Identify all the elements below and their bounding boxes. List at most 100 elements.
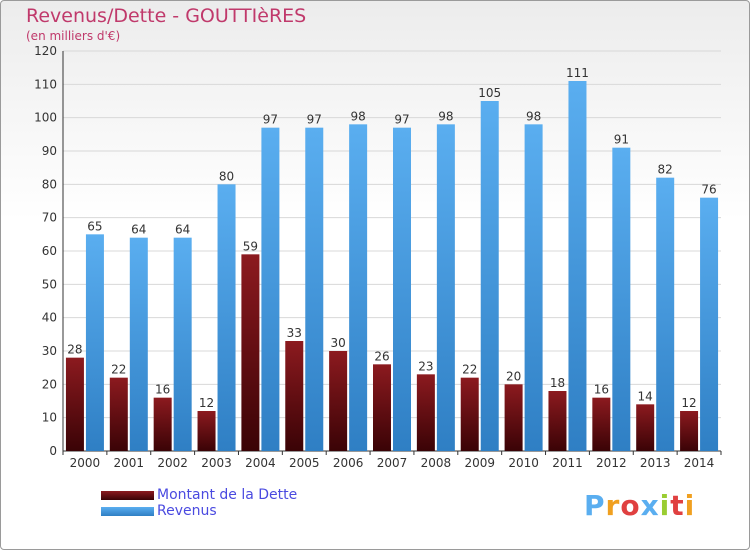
bar-revenus xyxy=(436,124,455,451)
logo-letter: x xyxy=(640,489,660,522)
bar-revenus xyxy=(393,127,411,452)
data-label-dette: 20 xyxy=(506,369,521,383)
data-label-dette: 30 xyxy=(330,336,345,350)
logo-letter: i xyxy=(684,489,696,522)
y-tick-label: 10 xyxy=(42,411,57,425)
bar-dette xyxy=(416,374,435,451)
y-tick-label: 80 xyxy=(42,177,57,191)
bar-revenus xyxy=(612,147,631,451)
data-label-revenus: 105 xyxy=(478,86,501,100)
data-label-dette: 22 xyxy=(462,363,477,377)
x-tick-label: 2000 xyxy=(70,456,101,470)
legend-swatch-dette xyxy=(101,490,154,500)
data-label-revenus: 76 xyxy=(701,183,716,197)
logo-letter: t xyxy=(670,489,685,522)
data-label-revenus: 64 xyxy=(131,223,146,237)
bar-revenus xyxy=(524,124,543,451)
data-label-dette: 14 xyxy=(638,389,653,403)
y-tick-label: 30 xyxy=(42,344,57,358)
y-tick-label: 120 xyxy=(34,44,57,58)
bar-dette xyxy=(504,384,523,451)
data-label-dette: 16 xyxy=(594,383,609,397)
data-label-revenus: 111 xyxy=(566,66,589,80)
bar-dette xyxy=(241,254,260,451)
y-tick-label: 60 xyxy=(42,244,57,258)
bar-dette xyxy=(153,397,172,451)
bar-dette xyxy=(592,397,611,451)
logo-letter: P xyxy=(584,489,606,522)
legend-item-revenus: Revenus xyxy=(101,503,297,519)
bar-dette xyxy=(460,377,479,451)
data-label-dette: 22 xyxy=(111,363,126,377)
bar-revenus xyxy=(129,237,148,451)
bar-dette xyxy=(285,341,304,451)
legend-item-dette: Montant de la Dette xyxy=(101,487,297,503)
data-label-dette: 16 xyxy=(155,383,170,397)
x-tick-label: 2001 xyxy=(114,456,145,470)
x-tick-label: 2004 xyxy=(245,456,276,470)
data-label-revenus: 97 xyxy=(307,113,322,127)
bar-revenus xyxy=(568,81,587,451)
legend-swatch-revenus xyxy=(101,506,154,516)
data-label-dette: 12 xyxy=(681,396,696,410)
bar-dette xyxy=(548,391,567,451)
x-tick-label: 2002 xyxy=(157,456,188,470)
y-tick-label: 20 xyxy=(42,377,57,391)
data-label-revenus: 65 xyxy=(87,219,102,233)
x-tick-label: 2010 xyxy=(508,456,539,470)
x-tick-label: 2005 xyxy=(289,456,320,470)
chart-subtitle: (en milliers d'€) xyxy=(26,29,121,43)
data-label-dette: 23 xyxy=(418,359,433,373)
logo-letter: o xyxy=(620,489,641,522)
bar-revenus xyxy=(305,127,324,452)
y-tick-label: 0 xyxy=(49,444,57,458)
y-tick-label: 100 xyxy=(34,111,57,125)
x-tick-label: 2008 xyxy=(421,456,452,470)
x-tick-label: 2003 xyxy=(201,456,232,470)
data-label-revenus: 80 xyxy=(219,169,234,183)
bar-revenus xyxy=(349,124,368,451)
chart-title: Revenus/Dette - GOUTTIèRES xyxy=(26,5,307,27)
y-tick-label: 110 xyxy=(34,77,57,91)
x-tick-label: 2013 xyxy=(640,456,671,470)
bar-revenus xyxy=(480,101,499,451)
x-tick-label: 2006 xyxy=(333,456,364,470)
data-label-dette: 12 xyxy=(199,396,214,410)
y-tick-label: 40 xyxy=(42,311,57,325)
bar-dette xyxy=(680,411,699,451)
data-label-dette: 59 xyxy=(243,239,258,253)
bar-dette xyxy=(109,377,128,451)
data-label-dette: 28 xyxy=(67,343,82,357)
legend-label-dette: Montant de la Dette xyxy=(157,487,298,503)
data-label-revenus: 98 xyxy=(438,109,453,123)
data-label-revenus: 98 xyxy=(526,109,541,123)
bar-revenus xyxy=(700,197,719,451)
bar-revenus xyxy=(261,127,280,452)
bar-dette xyxy=(636,404,655,451)
x-tick-label: 2011 xyxy=(552,456,583,470)
data-label-revenus: 64 xyxy=(175,223,190,237)
y-tick-label: 90 xyxy=(42,144,57,158)
legend: Montant de la Dette Revenus xyxy=(101,487,297,519)
legend-label-revenus: Revenus xyxy=(157,503,217,519)
bar-revenus xyxy=(173,237,192,451)
data-label-revenus: 98 xyxy=(350,109,365,123)
logo-letter: r xyxy=(605,489,621,522)
x-tick-label: 2007 xyxy=(377,456,408,470)
data-label-revenus: 97 xyxy=(394,113,409,127)
bar-dette xyxy=(65,357,84,451)
data-label-dette: 26 xyxy=(374,349,389,363)
y-tick-label: 50 xyxy=(42,277,57,291)
proxiti-logo: Proxiti xyxy=(584,489,695,522)
bar-revenus xyxy=(85,234,104,451)
data-label-revenus: 97 xyxy=(263,113,278,127)
bar-dette xyxy=(329,351,348,451)
bar-revenus xyxy=(656,177,675,451)
data-label-dette: 33 xyxy=(287,326,302,340)
x-tick-label: 2012 xyxy=(596,456,627,470)
logo-letter: i xyxy=(659,489,671,522)
data-label-revenus: 91 xyxy=(614,133,629,147)
bar-dette xyxy=(197,411,216,451)
